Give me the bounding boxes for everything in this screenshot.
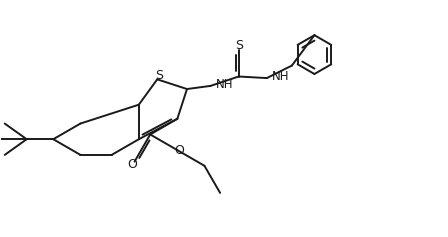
Text: S: S [155,69,163,82]
Text: NH: NH [272,70,290,83]
Text: S: S [235,39,243,52]
Text: O: O [127,158,137,171]
Text: O: O [174,144,184,157]
Text: NH: NH [216,77,233,91]
